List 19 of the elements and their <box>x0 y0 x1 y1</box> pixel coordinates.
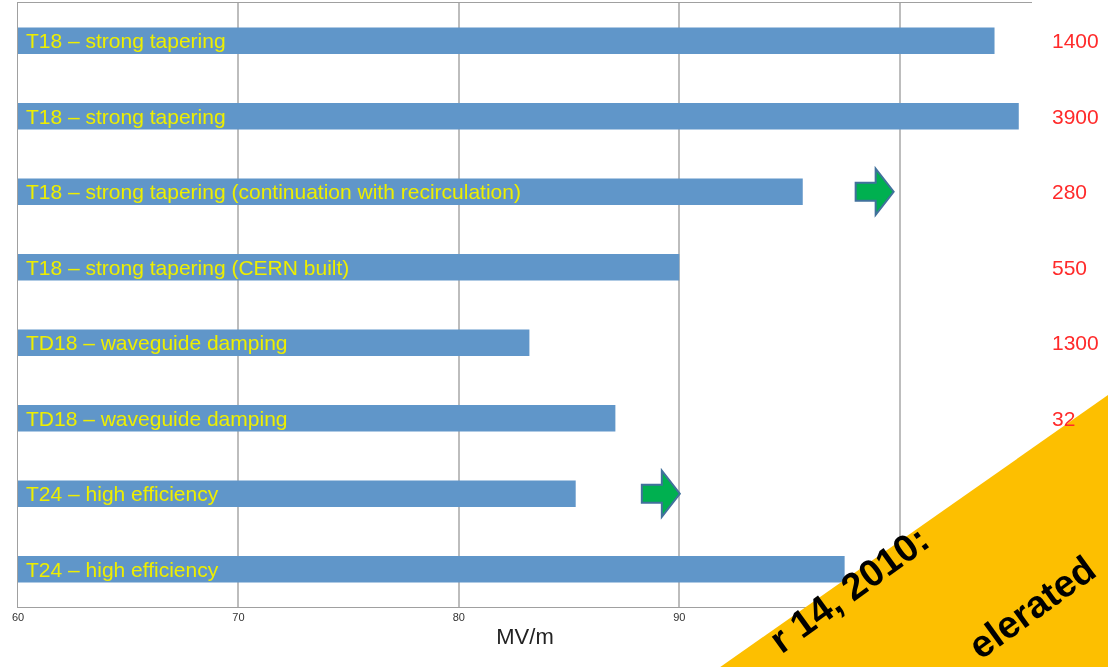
x-tick-label: 70 <box>232 611 245 624</box>
text: 3900 <box>1052 105 1099 128</box>
x-tick-label: 80 <box>452 611 465 624</box>
y-tick-label: TD18 – waveguide damping <box>26 407 288 430</box>
y-tick-label: T24 – high efficiency <box>26 558 219 581</box>
y-tick-label: TD18 – waveguide damping <box>26 331 288 354</box>
text: 550 <box>1052 256 1088 279</box>
x-tick-label: 60 <box>11 611 25 624</box>
text: 1300 <box>1052 331 1099 354</box>
y-tick-label: T18 – strong tapering (CERN built) <box>26 256 350 279</box>
y-tick-label: T24 – high efficiency <box>26 482 219 505</box>
text: 280 <box>1052 180 1088 203</box>
text: 32 <box>1052 407 1076 430</box>
x-tick-label: 90 <box>673 611 686 624</box>
y-tick-label: T18 – strong tapering <box>26 29 226 52</box>
x-axis-title: MV/m <box>496 624 554 650</box>
y-tick-label: T18 – strong tapering (continuation with recirculation) <box>26 180 521 203</box>
text: 1400 <box>1052 29 1099 52</box>
y-tick-label: T18 – strong tapering <box>26 105 226 128</box>
